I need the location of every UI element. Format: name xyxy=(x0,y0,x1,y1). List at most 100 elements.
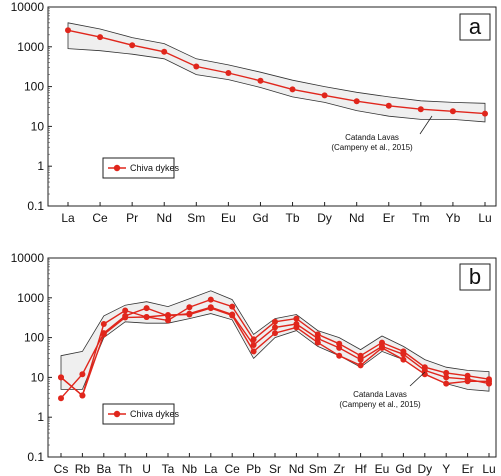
y-tick-label-b-3: 10 xyxy=(31,370,45,384)
annotation-leader-a xyxy=(419,115,433,135)
legend-box-b xyxy=(102,403,175,425)
data-point-b-2-13 xyxy=(336,352,343,359)
data-point-a-0-9 xyxy=(353,98,360,105)
data-point-b-0-13 xyxy=(336,340,343,347)
data-point-a-0-12 xyxy=(449,108,456,115)
data-point-a-0-1 xyxy=(97,34,104,41)
data-point-b-2-7 xyxy=(207,305,214,312)
x-tick-label-a-6: Gd xyxy=(252,211,268,225)
panel-letter-b: b xyxy=(469,264,481,289)
series-line-a-0 xyxy=(67,29,486,115)
data-point-b-2-1 xyxy=(79,392,86,399)
x-tick-label-b-13: Zr xyxy=(334,462,345,476)
x-tick-label-a-11: Tm xyxy=(412,211,429,225)
data-point-b-0-10 xyxy=(272,318,278,325)
x-tick-label-a-5: Eu xyxy=(221,211,236,225)
data-point-a-0-0 xyxy=(65,27,71,34)
y-tick-label-a-5: 0.1 xyxy=(27,199,44,213)
y-tick-label-a-2: 100 xyxy=(24,80,44,94)
data-point-a-0-8 xyxy=(321,92,328,99)
data-point-b-1-18 xyxy=(443,374,450,381)
panel-letter-a: a xyxy=(469,14,482,39)
data-point-b-2-18 xyxy=(443,380,450,387)
data-point-b-0-6 xyxy=(186,304,193,311)
x-tick-label-a-4: Sm xyxy=(187,211,205,225)
data-point-b-1-14 xyxy=(357,356,364,363)
x-tick-label-a-0: La xyxy=(61,211,75,225)
y-tick-label-b-5: 0.1 xyxy=(27,450,44,464)
annotation-line1-a: Catanda Lavas xyxy=(345,133,399,142)
data-point-b-2-5 xyxy=(165,312,171,318)
x-tick-label-b-20: Lu xyxy=(482,462,495,476)
data-point-b-2-4 xyxy=(143,314,150,320)
x-tick-label-b-2: Ba xyxy=(96,462,111,476)
legend-a: Chiva dykes xyxy=(102,157,180,179)
x-tick-label-b-10: Sr xyxy=(269,462,281,476)
x-tick-label-b-17: Dy xyxy=(417,462,432,476)
data-point-b-2-10 xyxy=(272,330,278,337)
data-point-b-2-16 xyxy=(400,356,407,363)
x-tick-label-a-13: Lu xyxy=(478,211,491,225)
legend-box-a xyxy=(102,157,175,179)
x-tick-label-b-12: Sm xyxy=(309,462,327,476)
x-tick-label-b-6: Nb xyxy=(182,462,198,476)
data-point-b-1-10 xyxy=(272,324,278,331)
data-point-b-1-1 xyxy=(79,371,86,378)
x-tick-label-a-9: Nd xyxy=(349,211,364,225)
legend-marker-b xyxy=(113,410,121,418)
y-tick-label-b-1: 1000 xyxy=(17,291,44,305)
data-point-b-2-2 xyxy=(100,331,107,338)
data-point-b-1-4 xyxy=(143,305,150,312)
data-point-b-0-18 xyxy=(443,369,450,376)
x-tick-label-a-3: Nd xyxy=(157,211,172,225)
y-tick-label-a-1: 1000 xyxy=(17,40,44,54)
x-tick-label-b-3: Th xyxy=(118,462,132,476)
annotation-line2-a: (Campeny et al., 2015) xyxy=(331,143,413,152)
x-tick-label-a-10: Er xyxy=(383,211,395,225)
data-point-a-0-11 xyxy=(417,106,424,113)
annotation-catanda-b: Catanda Lavas (Campeny et al., 2015) xyxy=(339,371,426,409)
data-point-b-2-8 xyxy=(229,312,236,319)
chart-panel-a: 10000 1000 100 10 1 0.1 La Ce Pr Nd Sm Eu Gd Tb Dy Nd E… xyxy=(11,0,497,225)
data-point-a-0-2 xyxy=(129,42,136,49)
y-tick-label-b-2: 100 xyxy=(24,331,44,345)
legend-b: Chiva dykes xyxy=(102,403,180,425)
data-point-b-2-20 xyxy=(486,378,492,385)
plot-frame-a xyxy=(47,6,497,207)
data-point-a-0-6 xyxy=(257,77,264,84)
data-point-b-2-9 xyxy=(250,348,257,355)
panel-letter-box-a xyxy=(459,13,491,41)
x-tick-label-b-9: Pb xyxy=(246,462,261,476)
x-tick-label-b-1: Rb xyxy=(75,462,91,476)
data-point-a-0-13 xyxy=(482,110,488,117)
annotation-line2-b: (Campeny et al., 2015) xyxy=(339,400,421,409)
data-point-a-0-10 xyxy=(385,102,392,109)
data-point-b-1-12 xyxy=(314,335,321,342)
legend-label-b: Chiva dykes xyxy=(130,409,180,419)
chart-panel-b: 10000 1000 100 10 1 0.1 Cs Rb Ba Th U Ta Nb La Ce Pb Sr… xyxy=(11,251,497,476)
data-point-b-0-3 xyxy=(122,307,129,314)
data-point-b-0-8 xyxy=(229,303,236,310)
x-tick-label-b-19: Er xyxy=(462,462,474,476)
field-envelope-a xyxy=(67,22,486,123)
x-tick-label-b-8: Ce xyxy=(225,462,241,476)
annotation-line1-b: Catanda Lavas xyxy=(353,390,407,399)
data-point-b-0-7 xyxy=(207,296,214,303)
data-point-b-2-6 xyxy=(186,311,193,318)
x-tick-label-b-11: Nd xyxy=(289,462,304,476)
y-tick-label-a-0: 10000 xyxy=(11,0,45,14)
x-tick-label-b-16: Gd xyxy=(395,462,411,476)
x-tick-label-a-8: Dy xyxy=(317,211,332,225)
data-point-b-1-16 xyxy=(400,351,407,358)
data-point-a-0-4 xyxy=(193,63,200,70)
plot-frame-b xyxy=(47,257,497,458)
data-point-a-0-3 xyxy=(161,48,168,55)
x-tick-label-a-12: Yb xyxy=(446,211,461,225)
x-tick-label-b-18: Y xyxy=(442,462,450,476)
data-point-b-2-0 xyxy=(58,374,64,381)
data-point-b-0-5 xyxy=(165,317,171,324)
x-tick-label-b-0: Cs xyxy=(54,462,69,476)
data-point-b-1-13 xyxy=(336,344,343,351)
x-tick-label-b-4: U xyxy=(142,462,151,476)
